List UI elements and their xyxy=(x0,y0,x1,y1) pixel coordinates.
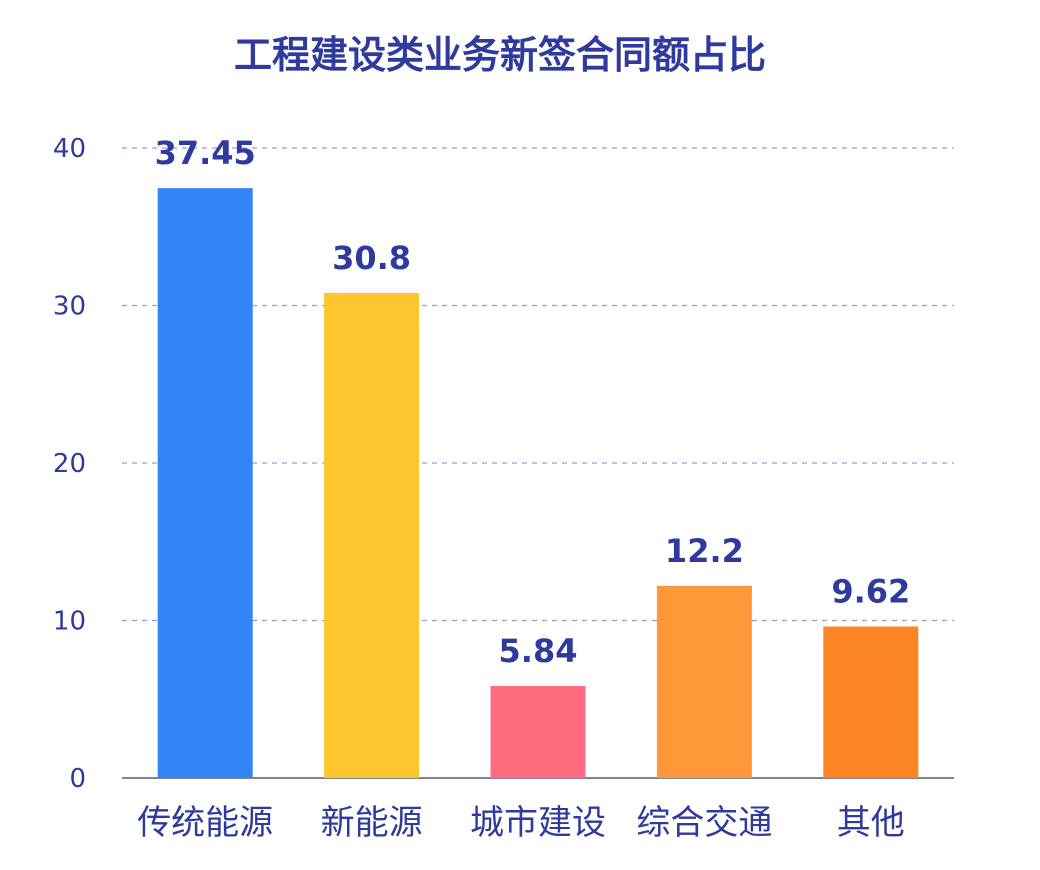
x-axis-category-labels: 传统能源 新能源 城市建设 综合交通 其他 xyxy=(137,803,905,843)
bar xyxy=(656,585,752,778)
category-label: 综合交通 xyxy=(636,803,772,843)
bar-value-label: 9.62 xyxy=(831,572,910,610)
bars xyxy=(157,188,919,779)
category-label: 传统能源 xyxy=(137,803,273,843)
bar xyxy=(823,626,919,778)
category-label: 新能源 xyxy=(321,803,423,843)
bar xyxy=(490,686,586,778)
bar-value-label: 30.8 xyxy=(332,239,411,277)
category-label: 其他 xyxy=(837,803,905,843)
gridlines xyxy=(122,147,954,622)
y-tick-label: 20 xyxy=(53,449,86,479)
y-tick-label: 10 xyxy=(53,607,86,637)
y-tick-label: 30 xyxy=(53,292,86,322)
y-tick-label: 40 xyxy=(53,134,86,164)
chart-title: 工程建设类业务新签合同额占比 xyxy=(234,33,766,77)
bar-value-label: 5.84 xyxy=(499,632,578,670)
bar-value-label: 37.45 xyxy=(155,134,256,172)
bar xyxy=(157,188,253,779)
bar-value-label: 12.2 xyxy=(665,532,744,570)
y-tick-label: 0 xyxy=(69,764,86,794)
bar xyxy=(324,292,420,778)
y-axis-ticks: 0 10 20 30 40 xyxy=(53,134,86,794)
category-label: 城市建设 xyxy=(470,803,606,843)
value-labels: 37.45 30.8 5.84 12.2 9.62 xyxy=(155,134,911,670)
